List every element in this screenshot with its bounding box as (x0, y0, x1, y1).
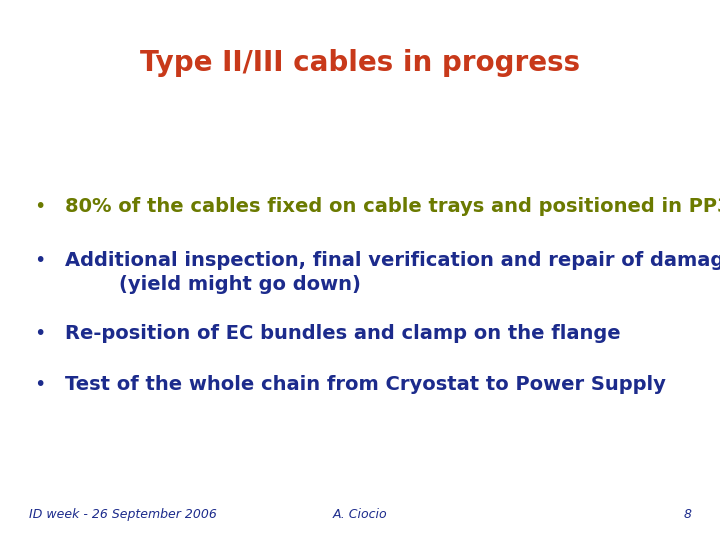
Text: •: • (34, 197, 45, 216)
Text: Additional inspection, final verification and repair of damaged wires
        (y: Additional inspection, final verificatio… (65, 251, 720, 294)
Text: 8: 8 (683, 508, 691, 521)
Text: •: • (34, 251, 45, 270)
Text: •: • (34, 375, 45, 394)
Text: •: • (34, 324, 45, 343)
Text: 80% of the cables fixed on cable trays and positioned in PP3 (TC): 80% of the cables fixed on cable trays a… (65, 197, 720, 216)
Text: ID week - 26 September 2006: ID week - 26 September 2006 (29, 508, 217, 521)
Text: Type II/III cables in progress: Type II/III cables in progress (140, 49, 580, 77)
Text: Re-position of EC bundles and clamp on the flange: Re-position of EC bundles and clamp on t… (65, 324, 621, 343)
Text: A. Ciocio: A. Ciocio (333, 508, 387, 521)
Text: Test of the whole chain from Cryostat to Power Supply: Test of the whole chain from Cryostat to… (65, 375, 666, 394)
